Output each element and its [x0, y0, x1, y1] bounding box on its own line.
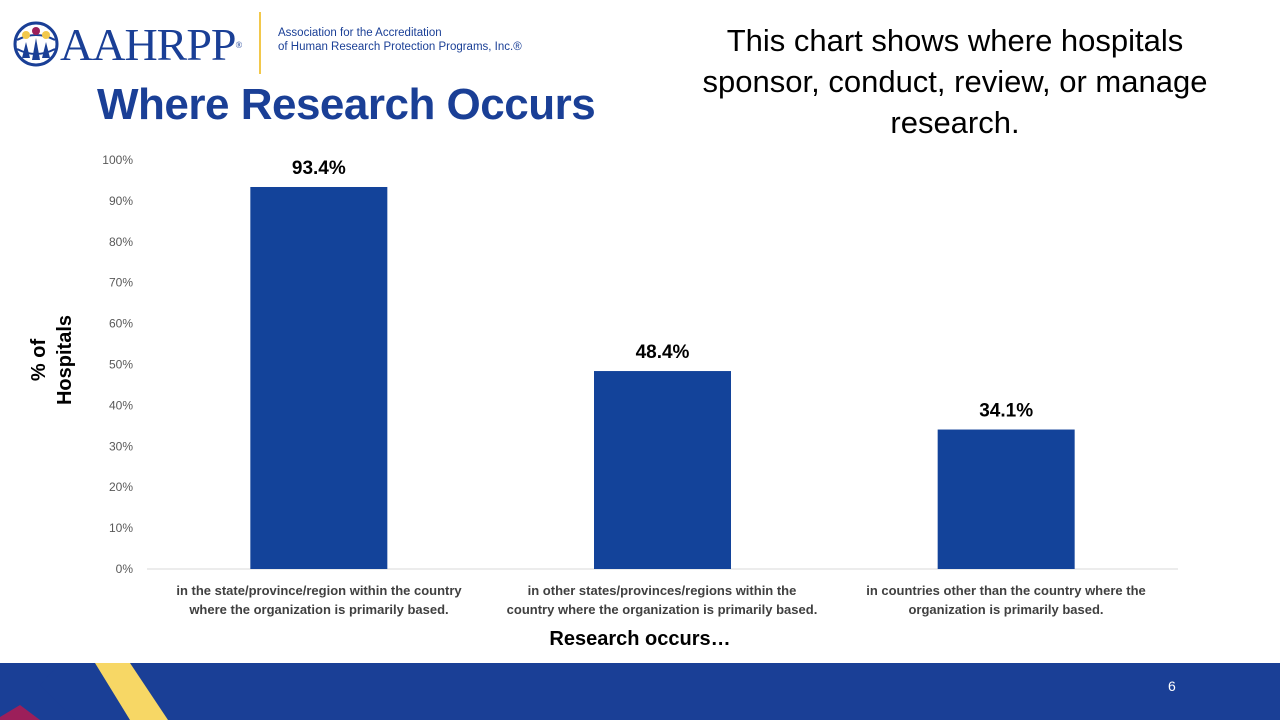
x-category-label-line: where the organization is primarily base…: [189, 602, 449, 617]
logo-wordmark: AAHRPP®: [60, 18, 243, 72]
x-category-label-line: organization is primarily based.: [908, 602, 1104, 617]
chart-explanation-note: This chart shows where hospitals sponsor…: [702, 23, 1208, 140]
bar: [937, 429, 1075, 569]
x-axis-title: Research occurs…: [549, 628, 731, 650]
page-number: 6: [1168, 678, 1176, 694]
y-tick-label: 80%: [109, 235, 133, 249]
y-tick-label: 20%: [109, 480, 133, 494]
y-axis-ticks: 0% 10% 20% 30% 40% 50% 60% 70% 80% 90% 100%: [102, 153, 133, 576]
logo-divider: [259, 12, 261, 74]
logo-wordmark-text: AAHRPP: [60, 19, 237, 70]
globe-people-icon: [13, 21, 59, 67]
y-tick-label: 50%: [109, 358, 133, 372]
bar: [594, 371, 731, 569]
data-label: 34.1%: [979, 401, 1033, 422]
x-category-label-line: country where the organization is primar…: [506, 602, 818, 617]
y-axis-title-line1: % of: [28, 338, 50, 382]
slide-title: Where Research Occurs: [97, 80, 596, 129]
x-category-label-line: in countries other than the country wher…: [866, 583, 1146, 598]
logo-tagline-line1: Association for the Accreditation: [278, 27, 442, 39]
x-category-label: in the state/province/region within the …: [154, 581, 484, 619]
y-tick-label: 40%: [109, 398, 133, 412]
y-tick-label: 100%: [102, 153, 133, 167]
x-category-label-line: in the state/province/region within the …: [176, 583, 462, 598]
y-axis-title-line2: Hospitals: [54, 314, 76, 406]
footer-bar: [0, 663, 1280, 720]
y-axis-title: % of Hospitals: [26, 315, 78, 405]
y-tick-label: 10%: [109, 521, 133, 535]
y-tick-label: 90%: [109, 194, 133, 208]
x-category-label: in countries other than the country wher…: [841, 581, 1171, 619]
y-tick-label: 0%: [116, 562, 134, 576]
footer-chevron-decoration: [0, 663, 168, 720]
aahrpp-logo: AAHRPP® Association for the Accreditatio…: [12, 12, 542, 76]
x-category-label-line: in other states/provinces/regions within…: [527, 583, 797, 598]
data-label: 48.4%: [636, 342, 690, 363]
data-label: 93.4%: [292, 158, 346, 179]
logo-registered-mark: ®: [235, 40, 243, 50]
y-tick-label: 70%: [109, 276, 133, 290]
logo-tagline-line2: of Human Research Protection Programs, I…: [278, 41, 522, 53]
x-category-label: in other states/provinces/regions within…: [497, 581, 827, 619]
y-tick-label: 60%: [109, 317, 133, 331]
logo-tagline: Association for the Accreditation of Hum…: [278, 26, 522, 54]
bars: [250, 186, 1075, 569]
bar: [250, 186, 388, 569]
data-labels: 93.4% 48.4% 34.1%: [292, 158, 1033, 422]
y-tick-label: 30%: [109, 439, 133, 453]
